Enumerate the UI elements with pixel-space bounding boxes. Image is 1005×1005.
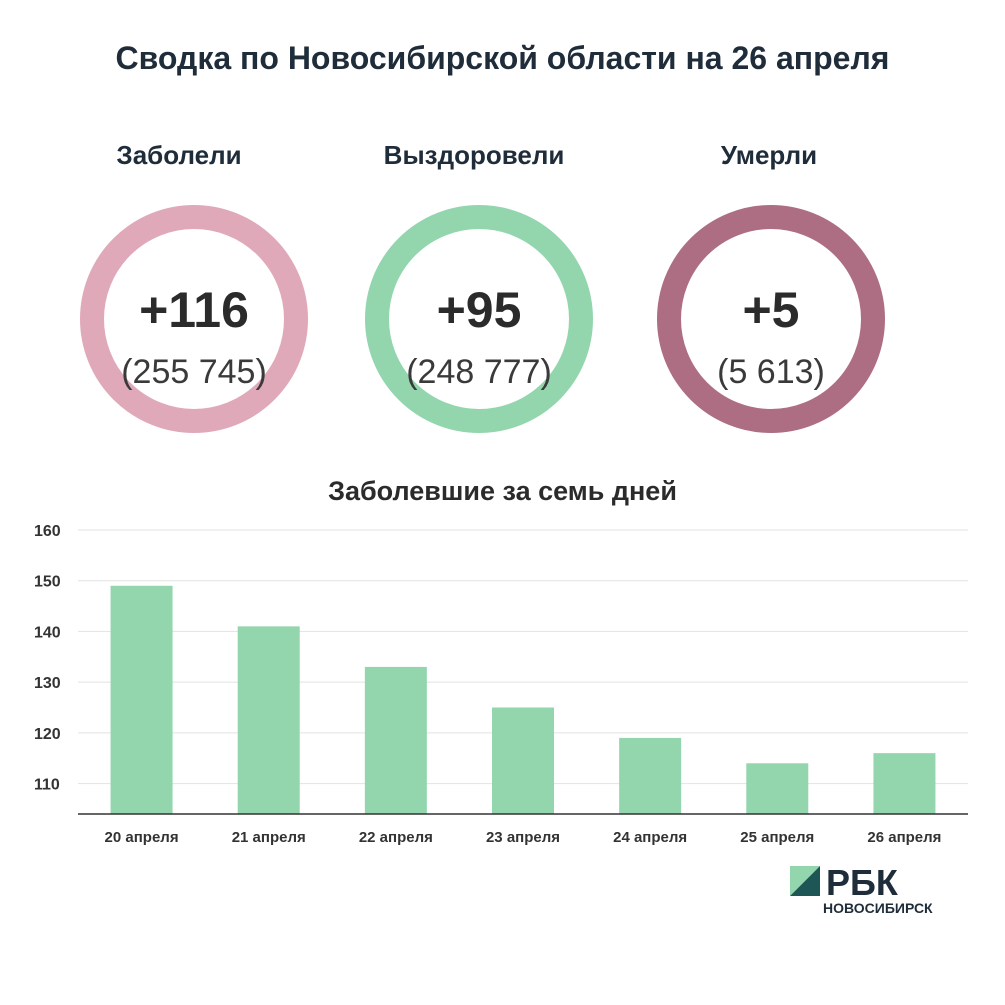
bar (237, 626, 300, 814)
stat-label-deaths: Умерли (720, 140, 818, 170)
recovered-total: (248 777) (406, 353, 552, 391)
x-tick-label: 25 апреля (740, 829, 814, 846)
bar (619, 737, 682, 814)
bar (110, 585, 173, 814)
infected-delta: +116 (139, 282, 249, 338)
y-tick-label: 150 (34, 574, 61, 591)
logo-region: НОВОСИБИРСК (823, 900, 933, 916)
page-title: Сводка по Новосибирской области на 26 ап… (115, 40, 890, 76)
x-tick-label: 20 апреля (105, 829, 179, 846)
y-tick-label: 140 (34, 624, 61, 641)
chart-title: Заболевшие за семь дней (328, 476, 677, 506)
x-tick-label: 22 апреля (359, 829, 433, 846)
bar (873, 753, 936, 814)
bar (364, 666, 427, 814)
bar (492, 707, 554, 814)
stat-label-recovered: Выздоровели (383, 140, 565, 170)
stat-label-infected: Заболели (116, 140, 242, 170)
infected-total: (255 745) (121, 353, 267, 391)
logo-brand: РБК (826, 866, 899, 903)
x-tick-label: 24 апреля (613, 829, 687, 846)
y-tick-label: 130 (34, 675, 61, 692)
rbc-logo: РБК НОВОСИБИРСК (790, 866, 933, 916)
x-tick-label: 23 апреля (486, 829, 560, 846)
y-tick-label: 160 (34, 523, 61, 540)
x-tick-label: 26 апреля (867, 829, 941, 846)
recovered-delta: +95 (436, 282, 522, 338)
y-tick-label: 120 (34, 726, 61, 743)
y-tick-label: 110 (34, 777, 60, 794)
deaths-delta: +5 (742, 282, 800, 338)
x-tick-label: 21 апреля (232, 829, 306, 846)
bar (746, 763, 809, 814)
deaths-total: (5 613) (717, 353, 825, 391)
